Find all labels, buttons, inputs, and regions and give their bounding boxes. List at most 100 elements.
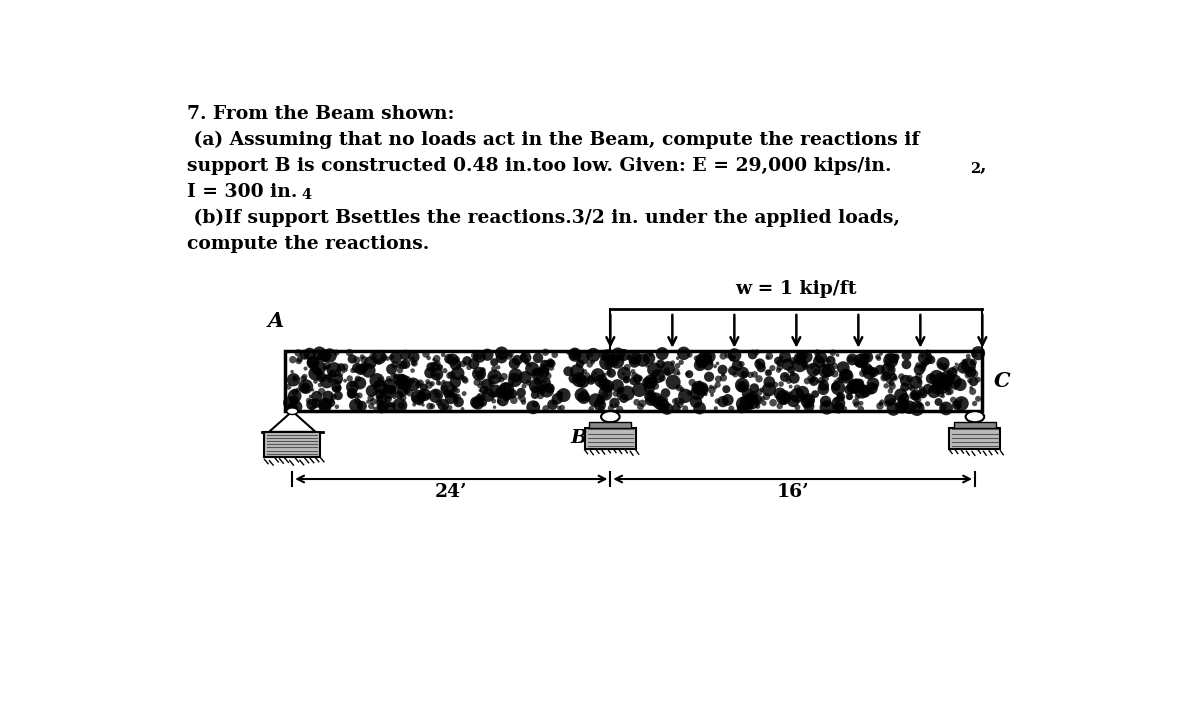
Point (926, 378, 946, 390)
Point (668, 360, 688, 372)
Point (814, 379, 833, 391)
Point (721, 351, 740, 362)
Point (934, 401, 953, 412)
Point (913, 350, 932, 362)
Point (508, 354, 527, 366)
Point (625, 352, 644, 364)
Point (310, 347, 329, 359)
Point (518, 377, 538, 389)
Point (436, 365, 455, 377)
Point (386, 352, 406, 364)
Point (740, 395, 760, 407)
Point (961, 382, 980, 394)
Point (672, 357, 691, 368)
Point (376, 387, 395, 398)
Point (536, 403, 556, 415)
Point (748, 347, 767, 358)
Point (631, 401, 650, 412)
Point (842, 384, 862, 395)
Point (744, 390, 763, 401)
Point (700, 351, 719, 362)
Point (485, 402, 504, 413)
Point (601, 367, 620, 379)
Point (965, 398, 984, 410)
Point (770, 400, 790, 412)
Point (401, 387, 420, 399)
Point (404, 357, 424, 369)
Point (690, 361, 709, 372)
Point (306, 376, 325, 387)
Point (296, 363, 316, 374)
Point (370, 397, 389, 408)
Point (350, 377, 370, 389)
Point (676, 402, 695, 414)
Point (434, 376, 454, 387)
Point (510, 392, 529, 403)
Point (701, 357, 720, 368)
Point (726, 369, 745, 380)
Point (671, 399, 690, 410)
Point (329, 384, 348, 395)
Point (312, 386, 331, 397)
Point (805, 388, 824, 400)
Point (670, 368, 689, 379)
Point (755, 397, 774, 409)
Point (468, 397, 487, 409)
Point (938, 387, 958, 398)
Point (290, 354, 310, 365)
Point (772, 378, 791, 390)
Point (592, 375, 611, 387)
Point (826, 376, 845, 387)
Point (541, 357, 560, 369)
Point (427, 353, 446, 364)
Point (409, 379, 428, 390)
Point (287, 401, 306, 412)
Point (769, 364, 788, 376)
Point (629, 377, 648, 388)
Point (577, 393, 596, 405)
Point (883, 395, 902, 407)
Point (922, 354, 941, 365)
Point (871, 348, 890, 359)
Point (619, 352, 638, 364)
Point (559, 366, 578, 377)
Point (679, 369, 698, 380)
Point (371, 392, 390, 404)
Point (492, 374, 511, 385)
Point (938, 374, 958, 386)
Point (384, 399, 403, 410)
Point (832, 391, 851, 402)
Point (588, 369, 607, 381)
Point (395, 377, 414, 389)
Point (433, 400, 452, 411)
Point (598, 380, 617, 392)
Point (656, 394, 676, 405)
Point (857, 363, 876, 374)
Point (475, 384, 494, 396)
Text: 4: 4 (301, 188, 312, 202)
Point (323, 395, 342, 407)
Point (448, 385, 467, 397)
Point (664, 377, 683, 388)
Point (599, 350, 618, 362)
Point (858, 352, 877, 363)
Point (590, 392, 610, 404)
Point (749, 356, 768, 367)
Point (384, 370, 403, 382)
Point (418, 390, 437, 402)
Point (449, 396, 468, 407)
Point (505, 358, 524, 369)
Point (799, 400, 818, 412)
Point (683, 377, 702, 388)
Point (859, 367, 878, 378)
Point (428, 390, 448, 401)
Point (674, 347, 694, 359)
Point (326, 382, 346, 393)
Point (544, 397, 563, 409)
Point (881, 385, 900, 397)
Point (284, 372, 304, 384)
Point (611, 384, 630, 396)
Point (829, 397, 848, 409)
Point (964, 386, 983, 397)
Point (467, 397, 486, 408)
